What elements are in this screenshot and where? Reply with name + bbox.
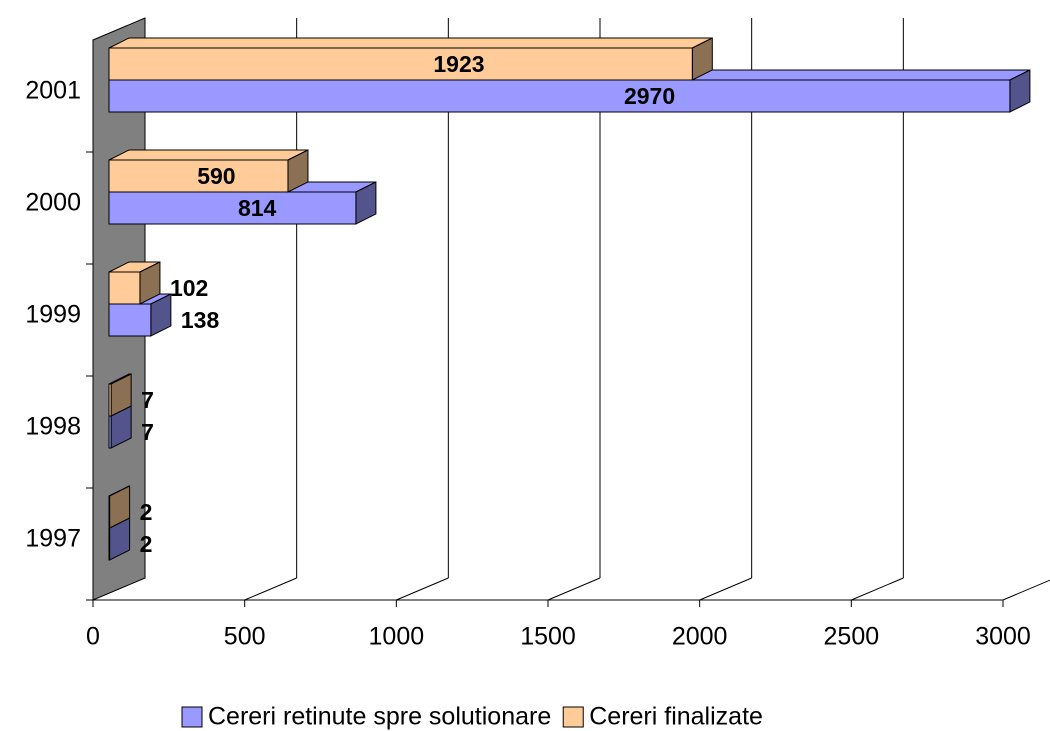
value-label: 7 [141, 387, 154, 413]
x-tick-label: 2000 [672, 623, 728, 651]
value-label: 2 [140, 531, 153, 557]
value-label: 2 [140, 499, 153, 525]
grid-line [547, 577, 601, 601]
legend-swatch [181, 706, 203, 728]
value-label: 138 [181, 307, 220, 333]
y-tick-label: 1997 [25, 525, 81, 553]
bar [108, 159, 289, 193]
x-tick-label: 1500 [520, 623, 576, 651]
x-tick-label: 0 [86, 623, 100, 651]
bar [108, 495, 111, 529]
bar [108, 271, 141, 305]
value-label: 590 [197, 163, 235, 189]
legend-label: Cereri retinute spre solutionare [208, 703, 551, 731]
x-tick-label: 3000 [975, 623, 1031, 651]
bar [108, 303, 152, 337]
bar-top [108, 149, 309, 161]
bar-top [108, 37, 713, 49]
value-label: 1923 [433, 51, 484, 77]
x-tick-label: 500 [224, 623, 266, 651]
value-label: 102 [170, 275, 208, 301]
bar [108, 79, 1011, 113]
grid-line [396, 577, 449, 601]
y-tick-label: 2000 [25, 189, 81, 217]
grid-line [851, 577, 904, 601]
bar [108, 527, 111, 561]
value-label: 2970 [624, 83, 675, 109]
bar [108, 191, 357, 225]
bar [108, 415, 112, 449]
x-tick-label: 1000 [369, 623, 425, 651]
y-tick-label: 1999 [25, 301, 81, 329]
grid-line [699, 577, 752, 601]
grid-line [244, 577, 297, 601]
legend-label: Cereri finalizate [589, 703, 763, 731]
y-tick-label: 1998 [25, 413, 81, 441]
bar [108, 383, 112, 417]
value-label: 7 [141, 419, 154, 445]
x-tick-label: 2500 [824, 623, 880, 651]
bar [108, 47, 693, 81]
grid-line [1002, 579, 1050, 601]
value-label: 814 [238, 195, 277, 221]
y-tick-label: 2001 [25, 77, 81, 105]
legend-swatch [562, 706, 584, 728]
